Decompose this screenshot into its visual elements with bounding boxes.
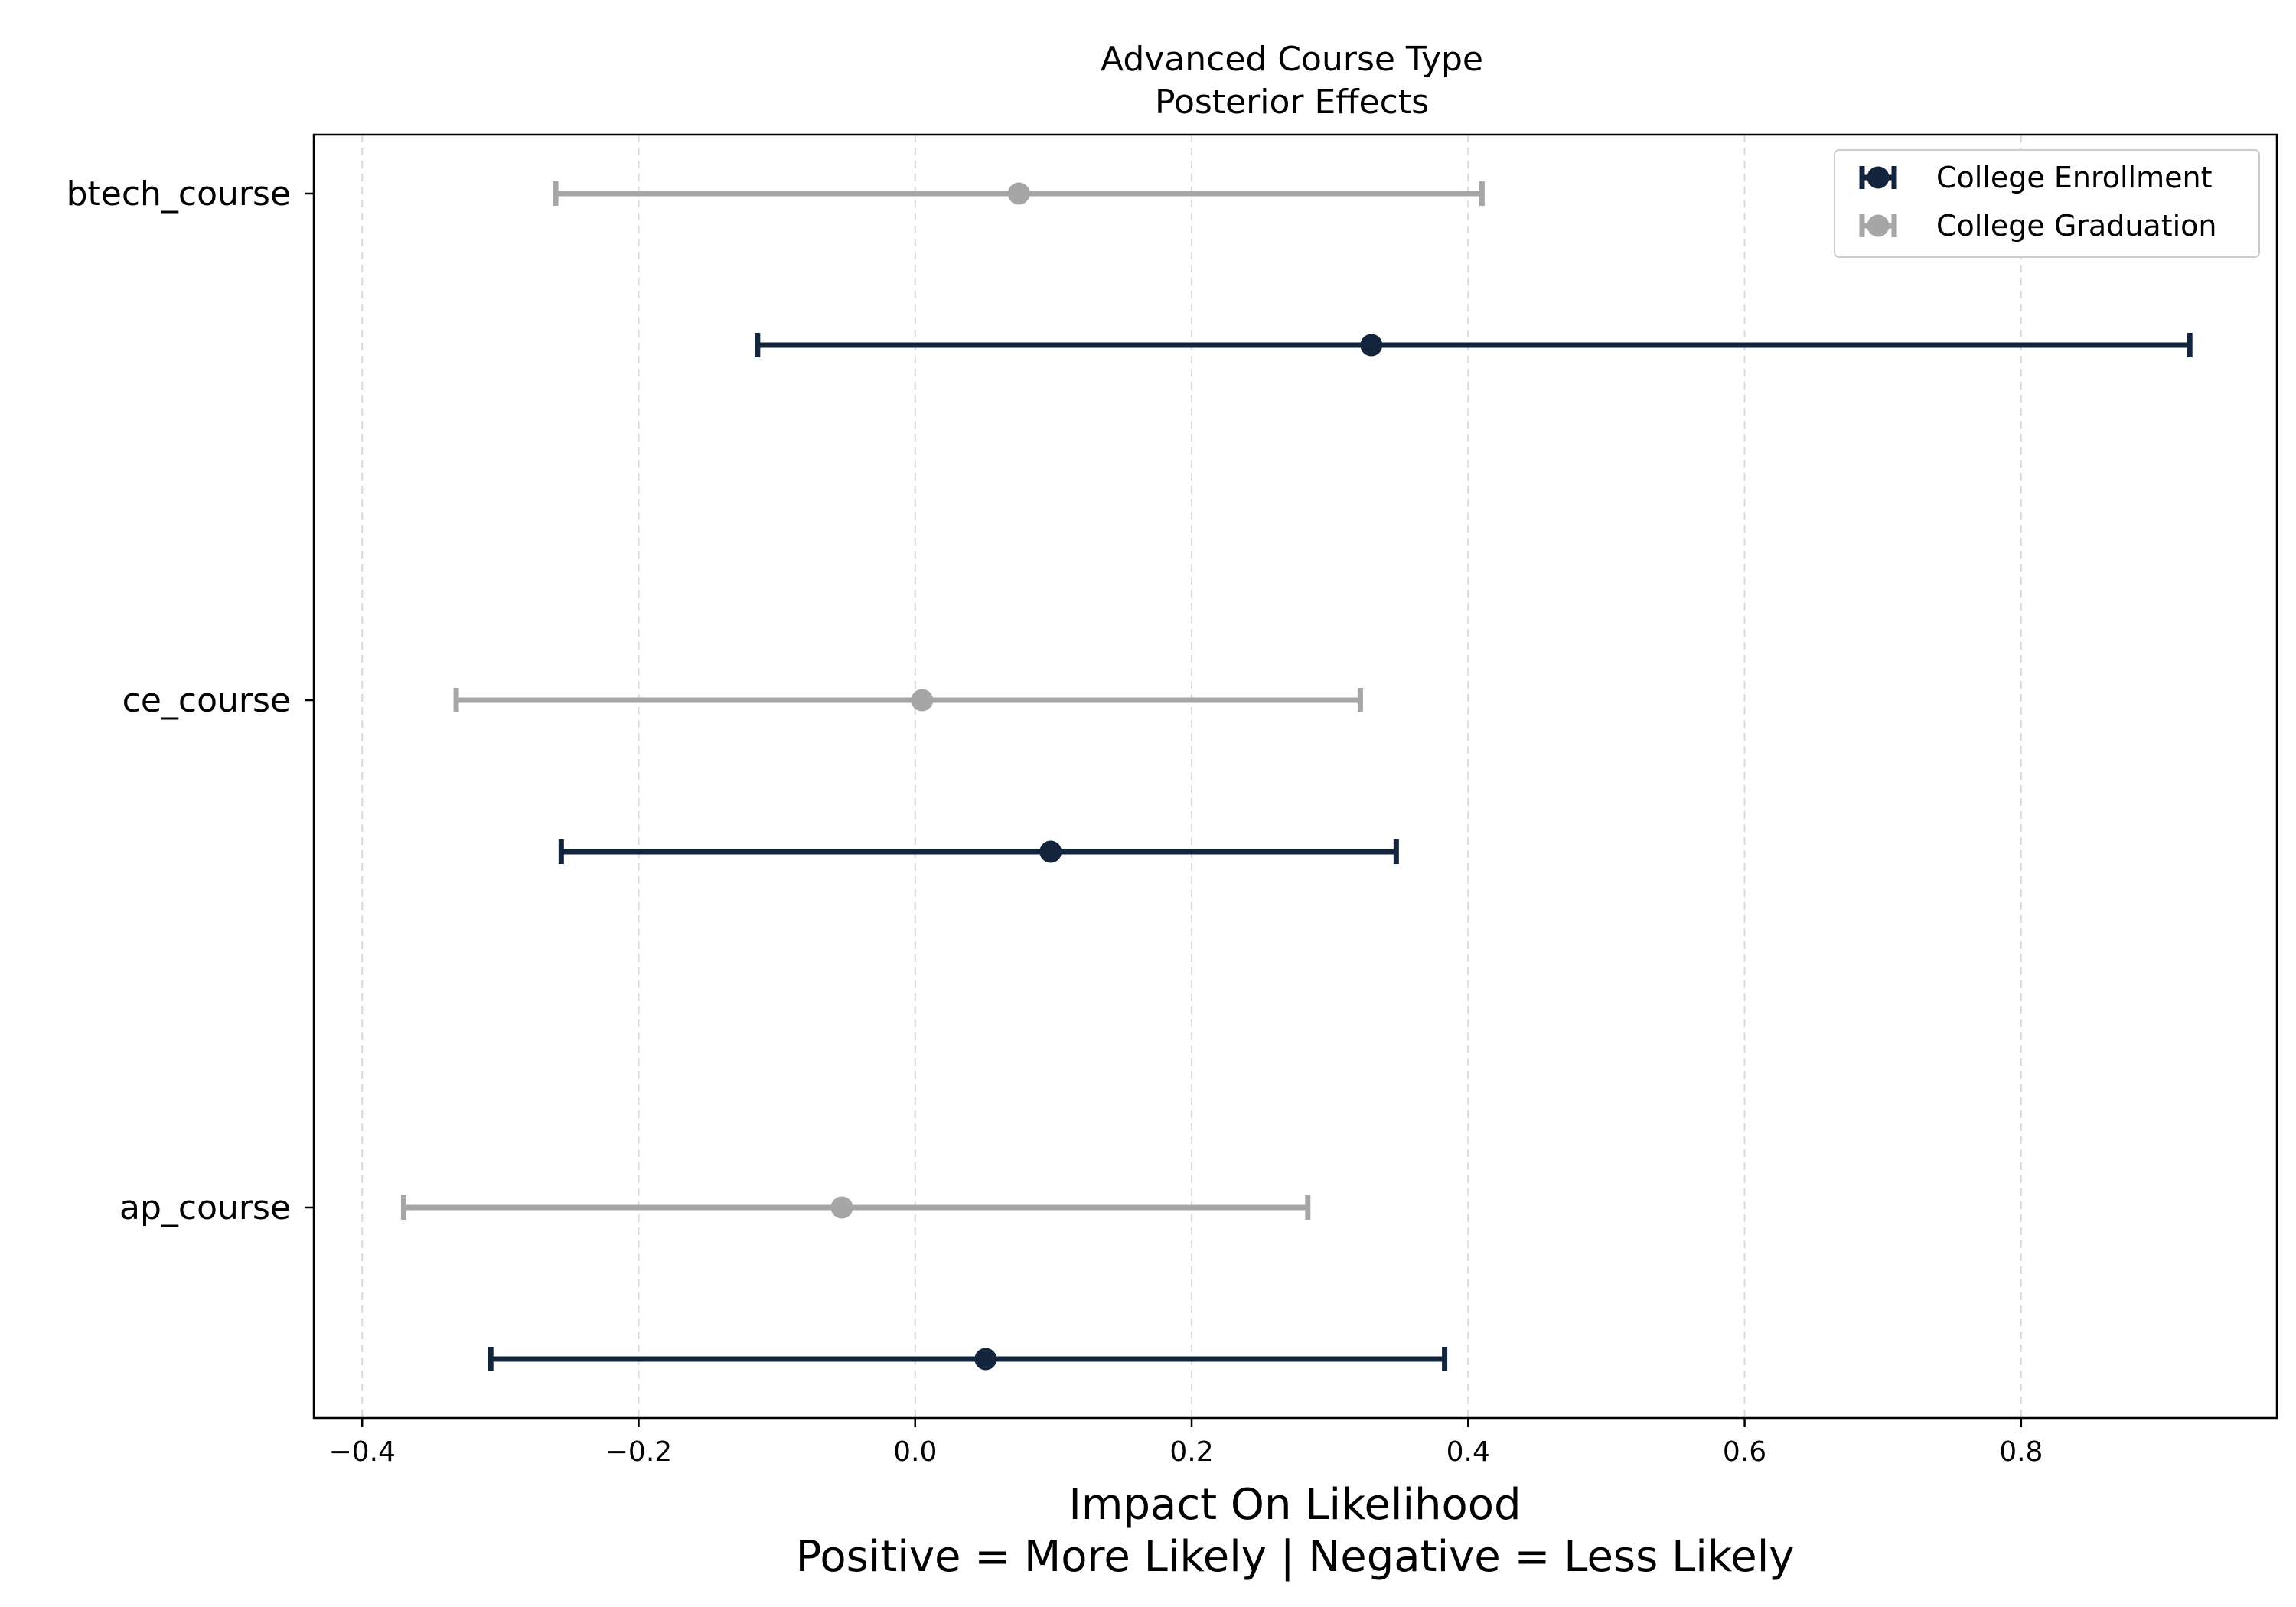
legend-box [1834, 149, 2260, 258]
errorbar-ce_course-graduation [453, 688, 1363, 712]
x-tick-label: 0.2 [1169, 1436, 1213, 1468]
legend-item-graduation: College Graduation [1859, 209, 2217, 243]
x-tick-label: −0.2 [605, 1436, 672, 1468]
legend-item-enrollment: College Enrollment [1859, 161, 2212, 194]
x-axis-label-line-2: Positive = More Likely | Negative = Less… [796, 1532, 1795, 1582]
estimate-point [911, 689, 934, 712]
x-tick-label: −0.4 [329, 1436, 396, 1468]
x-tick-label: 0.8 [1999, 1436, 2043, 1468]
x-axis-ticks: −0.4 −0.2 0.0 0.2 0.4 0.6 0.8 [329, 1418, 2043, 1468]
errorbar-ap_course-graduation [400, 1195, 1311, 1220]
legend: College Enrollment College Graduation [1834, 149, 2260, 258]
legend-marker-point [1867, 166, 1890, 189]
estimate-point [1039, 840, 1062, 863]
y-tick-label: ap_course [119, 1188, 291, 1227]
x-axis-label-line-1: Impact On Likelihood [1068, 1480, 1521, 1530]
x-tick-label: 0.0 [893, 1436, 937, 1468]
estimate-point [830, 1196, 853, 1219]
plot-marks [400, 181, 2193, 1371]
legend-label: College Enrollment [1936, 161, 2212, 194]
y-axis-ticks: btech_course ce_course ap_course [67, 174, 314, 1227]
errorbar-btech_course-enrollment [755, 333, 2193, 357]
errorbar-ce_course-enrollment [558, 839, 1399, 864]
chart-title-line-2: Posterior Effects [1155, 83, 1429, 122]
grid-lines [361, 135, 2022, 1418]
x-tick-label: 0.6 [1723, 1436, 1766, 1468]
legend-marker-point [1867, 214, 1890, 237]
plot-area-frame [312, 133, 2278, 1420]
estimate-point [1360, 334, 1383, 357]
estimate-point [974, 1348, 997, 1371]
chart-title-line-1: Advanced Course Type [1101, 40, 1483, 79]
estimate-point [1007, 182, 1030, 205]
legend-label: College Graduation [1936, 209, 2217, 243]
x-tick-label: 0.4 [1446, 1436, 1490, 1468]
errorbar-ap_course-enrollment [488, 1347, 1448, 1371]
y-tick-label: btech_course [67, 174, 291, 214]
y-tick-label: ce_course [122, 681, 291, 720]
errorbar-btech_course-graduation [553, 181, 1485, 206]
